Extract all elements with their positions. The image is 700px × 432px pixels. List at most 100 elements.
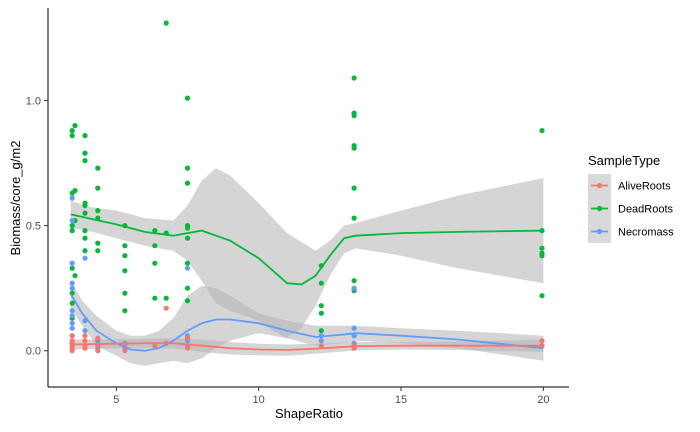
deadroots-point <box>72 273 78 279</box>
deadroots-point <box>95 240 101 246</box>
aliveroots-point <box>184 335 191 341</box>
y-axis-title: Biomass/core_g/m2 <box>8 141 23 256</box>
deadroots-point <box>82 210 88 216</box>
necromass-point <box>69 320 75 326</box>
aliveroots-smooth-line <box>70 342 544 351</box>
deadroots-point <box>163 20 169 26</box>
necromass-point <box>69 325 75 331</box>
x-tick-label: 15 <box>395 394 407 406</box>
deadroots-point <box>82 203 88 209</box>
confidence-bands <box>70 168 544 366</box>
deadroots-point <box>184 225 191 231</box>
deadroots-point <box>318 280 324 286</box>
necromass-point <box>351 325 357 331</box>
deadroots-point <box>318 303 324 309</box>
deadroots-point <box>95 208 101 214</box>
aliveroots-point <box>82 345 88 351</box>
aliveroots-point <box>122 348 128 354</box>
ticks: 5 10 15 20 0.0 0.5 1.0 <box>26 96 550 406</box>
y-tick-label: 0.5 <box>26 221 41 233</box>
deadroots-point <box>184 298 191 304</box>
deadroots-point <box>95 248 101 254</box>
aliveroots-point <box>69 348 75 354</box>
necromass-point <box>82 255 88 261</box>
necromass-point <box>69 280 75 286</box>
aliveroots-point <box>95 348 101 354</box>
deadroots-point <box>69 128 75 134</box>
axes <box>47 8 569 388</box>
deadroots-point <box>69 265 75 271</box>
deadroots-point <box>184 260 191 266</box>
necromass-point <box>69 313 75 319</box>
deadroots-point <box>539 128 545 134</box>
deadroots-point <box>122 308 128 314</box>
deadroots-point <box>318 310 324 316</box>
aliveroots-point <box>163 305 169 311</box>
deadroots-point <box>152 243 158 249</box>
deadroots-point <box>122 253 128 259</box>
deadroots-point <box>122 290 128 296</box>
deadroots-point <box>351 145 357 151</box>
deadroots-point <box>318 328 324 334</box>
deadroots-point <box>163 295 169 301</box>
necromass-point <box>351 285 357 291</box>
deadroots-point <box>184 180 191 186</box>
deadroots-point <box>82 133 88 139</box>
deadroots-point <box>351 185 357 191</box>
deadroots-point <box>539 253 545 259</box>
legend-label-necromass: Necromass <box>618 227 674 239</box>
deadroots-point <box>351 75 357 81</box>
deadroots-point <box>152 295 158 301</box>
necromass-point <box>82 328 88 334</box>
aliveroots-point <box>539 338 545 344</box>
deadroots-point <box>82 235 88 241</box>
deadroots-confidence-band <box>70 168 544 339</box>
legend-key-point <box>596 182 603 189</box>
deadroots-point <box>184 95 191 101</box>
deadroots-point <box>184 285 191 291</box>
aliveroots-point <box>184 345 191 351</box>
legend-label-deadroots: DeadRoots <box>618 204 674 216</box>
legend-key-point <box>596 205 603 212</box>
smooth-lines <box>70 213 544 352</box>
necromass-point <box>184 265 191 271</box>
necromass-point <box>69 308 75 314</box>
necromass-point <box>69 218 75 224</box>
legend-label-aliveroots: AliveRoots <box>618 181 671 193</box>
aliveroots-point <box>95 335 101 341</box>
deadroots-point <box>82 228 88 234</box>
deadroots-smooth-line <box>70 213 544 286</box>
deadroots-point <box>69 223 75 229</box>
aliveroots-point <box>82 338 88 344</box>
deadroots-point <box>95 165 101 171</box>
data-points <box>69 20 545 354</box>
deadroots-point <box>184 235 191 241</box>
necromass-point <box>69 285 75 291</box>
legend: SampleType AliveRoots DeadRoots Necromass <box>588 153 674 243</box>
x-tick-label: 5 <box>113 394 119 406</box>
y-tick-label: 1.0 <box>26 96 41 108</box>
y-tick-label: 0.0 <box>26 346 41 358</box>
legend-key-point <box>596 228 603 235</box>
deadroots-point <box>82 150 88 156</box>
deadroots-point <box>82 158 88 164</box>
deadroots-point <box>351 113 357 119</box>
aliveroots-point <box>318 343 324 349</box>
aliveroots-point <box>152 343 158 349</box>
x-axis-title: ShapeRatio <box>275 406 343 421</box>
deadroots-point <box>69 300 75 306</box>
deadroots-point <box>69 228 75 234</box>
necromass-point <box>318 338 324 344</box>
necromass-point <box>69 195 75 201</box>
deadroots-point <box>122 243 128 249</box>
deadroots-point <box>351 278 357 284</box>
deadroots-point <box>152 260 158 266</box>
necromass-point <box>69 260 75 266</box>
deadroots-point <box>82 248 88 254</box>
deadroots-point <box>539 245 545 251</box>
aliveroots-point <box>69 333 75 339</box>
x-tick-label: 20 <box>537 394 549 406</box>
deadroots-point <box>184 165 191 171</box>
x-tick-label: 10 <box>253 394 265 406</box>
